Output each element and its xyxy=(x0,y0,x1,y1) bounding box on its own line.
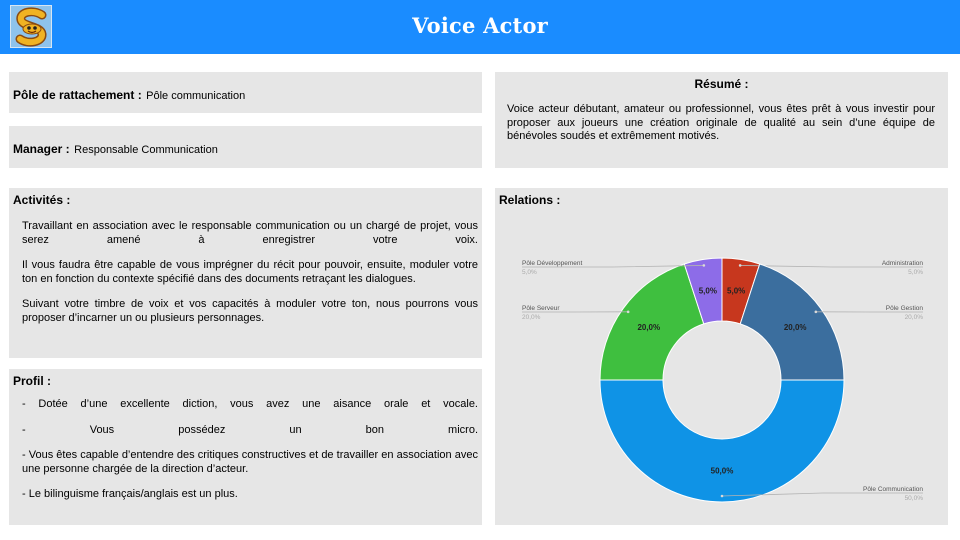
donut-legend-category: Pôle Gestion xyxy=(886,305,924,312)
relations-panel: Relations : 5,0% Administration 5,0% 20,0% P… xyxy=(495,188,948,525)
donut-slice xyxy=(599,379,845,503)
donut-slice-value-label: 5,0% xyxy=(699,287,717,296)
pole-value: Pôle communication xyxy=(146,90,246,102)
resume-text: Voice acteur débutant, amateur ou profes… xyxy=(507,103,935,142)
relations-donut-chart: 5,0% Administration 5,0% 20,0% Pôle Gestion 2… xyxy=(522,257,924,503)
resume-title: Résumé : xyxy=(694,77,749,91)
activites-title: Activités : xyxy=(13,193,71,207)
donut-callout-dot xyxy=(626,310,630,314)
donut-callout-dot xyxy=(738,264,742,267)
donut-legend-percentage: 50,0% xyxy=(905,495,924,502)
s-mascot-logo-icon xyxy=(10,5,52,48)
pole-label: Pôle de rattachement : xyxy=(13,88,142,102)
donut-legend-category: Administration xyxy=(882,260,924,267)
profil-item-4: - Le bilinguisme français/anglais est un… xyxy=(22,488,238,500)
donut-legend-category: Pôle Développement xyxy=(522,260,583,267)
activites-paragraph-3: Suivant votre timbre de voix et vos capa… xyxy=(22,298,478,324)
donut-legend-percentage: 20,0% xyxy=(522,314,541,321)
profil-title: Profil : xyxy=(13,374,51,388)
profil-item-3: - Vous êtes capable d’entendre des criti… xyxy=(22,449,478,475)
profil-panel: Profil : - Dotée d’une excellente dictio… xyxy=(9,369,482,525)
donut-legend-percentage: 5,0% xyxy=(908,269,923,276)
donut-callout-dot xyxy=(720,494,724,498)
profil-item-2: - Vous possédez un bon micro. xyxy=(22,424,478,436)
donut-callout-dot xyxy=(814,310,818,314)
donut-callout-line xyxy=(740,265,923,268)
relations-title: Relations : xyxy=(499,193,561,207)
donut-callout-line xyxy=(721,492,923,497)
donut-callout-line xyxy=(522,265,704,268)
donut-slice-value-label: 20,0% xyxy=(784,323,807,332)
donut-callout-dot xyxy=(702,264,706,267)
manager-label: Manager : xyxy=(13,142,70,156)
donut-slice xyxy=(683,257,723,325)
header-bar: Voice Actor xyxy=(0,0,960,54)
activites-panel: Activités : Travaillant en association a… xyxy=(9,188,482,358)
activites-paragraph-1: Travaillant en association avec le respo… xyxy=(22,220,478,246)
pole-rattachement-panel: Pôle de rattachement : Pôle communicatio… xyxy=(9,72,482,113)
donut-slice-value-label: 20,0% xyxy=(637,323,660,332)
donut-slice-value-label: 5,0% xyxy=(727,287,745,296)
donut-legend-category: Pôle Communication xyxy=(863,486,923,493)
donut-legend-percentage: 20,0% xyxy=(905,314,924,321)
profil-item-1: - Dotée d’une excellente diction, vous a… xyxy=(22,398,478,410)
resume-panel: Résumé : Voice acteur débutant, amateur … xyxy=(495,72,948,168)
page-title: Voice Actor xyxy=(412,13,548,38)
donut-legend-category: Pôle Serveur xyxy=(522,305,560,312)
manager-value: Responsable Communication xyxy=(74,144,218,156)
donut-legend-percentage: 5,0% xyxy=(522,269,537,276)
donut-slice xyxy=(739,263,845,381)
manager-panel: Manager : Responsable Communication xyxy=(9,126,482,168)
donut-slice-value-label: 50,0% xyxy=(711,467,734,476)
activites-paragraph-2: Il vous faudra être capable de vous impr… xyxy=(22,259,478,285)
